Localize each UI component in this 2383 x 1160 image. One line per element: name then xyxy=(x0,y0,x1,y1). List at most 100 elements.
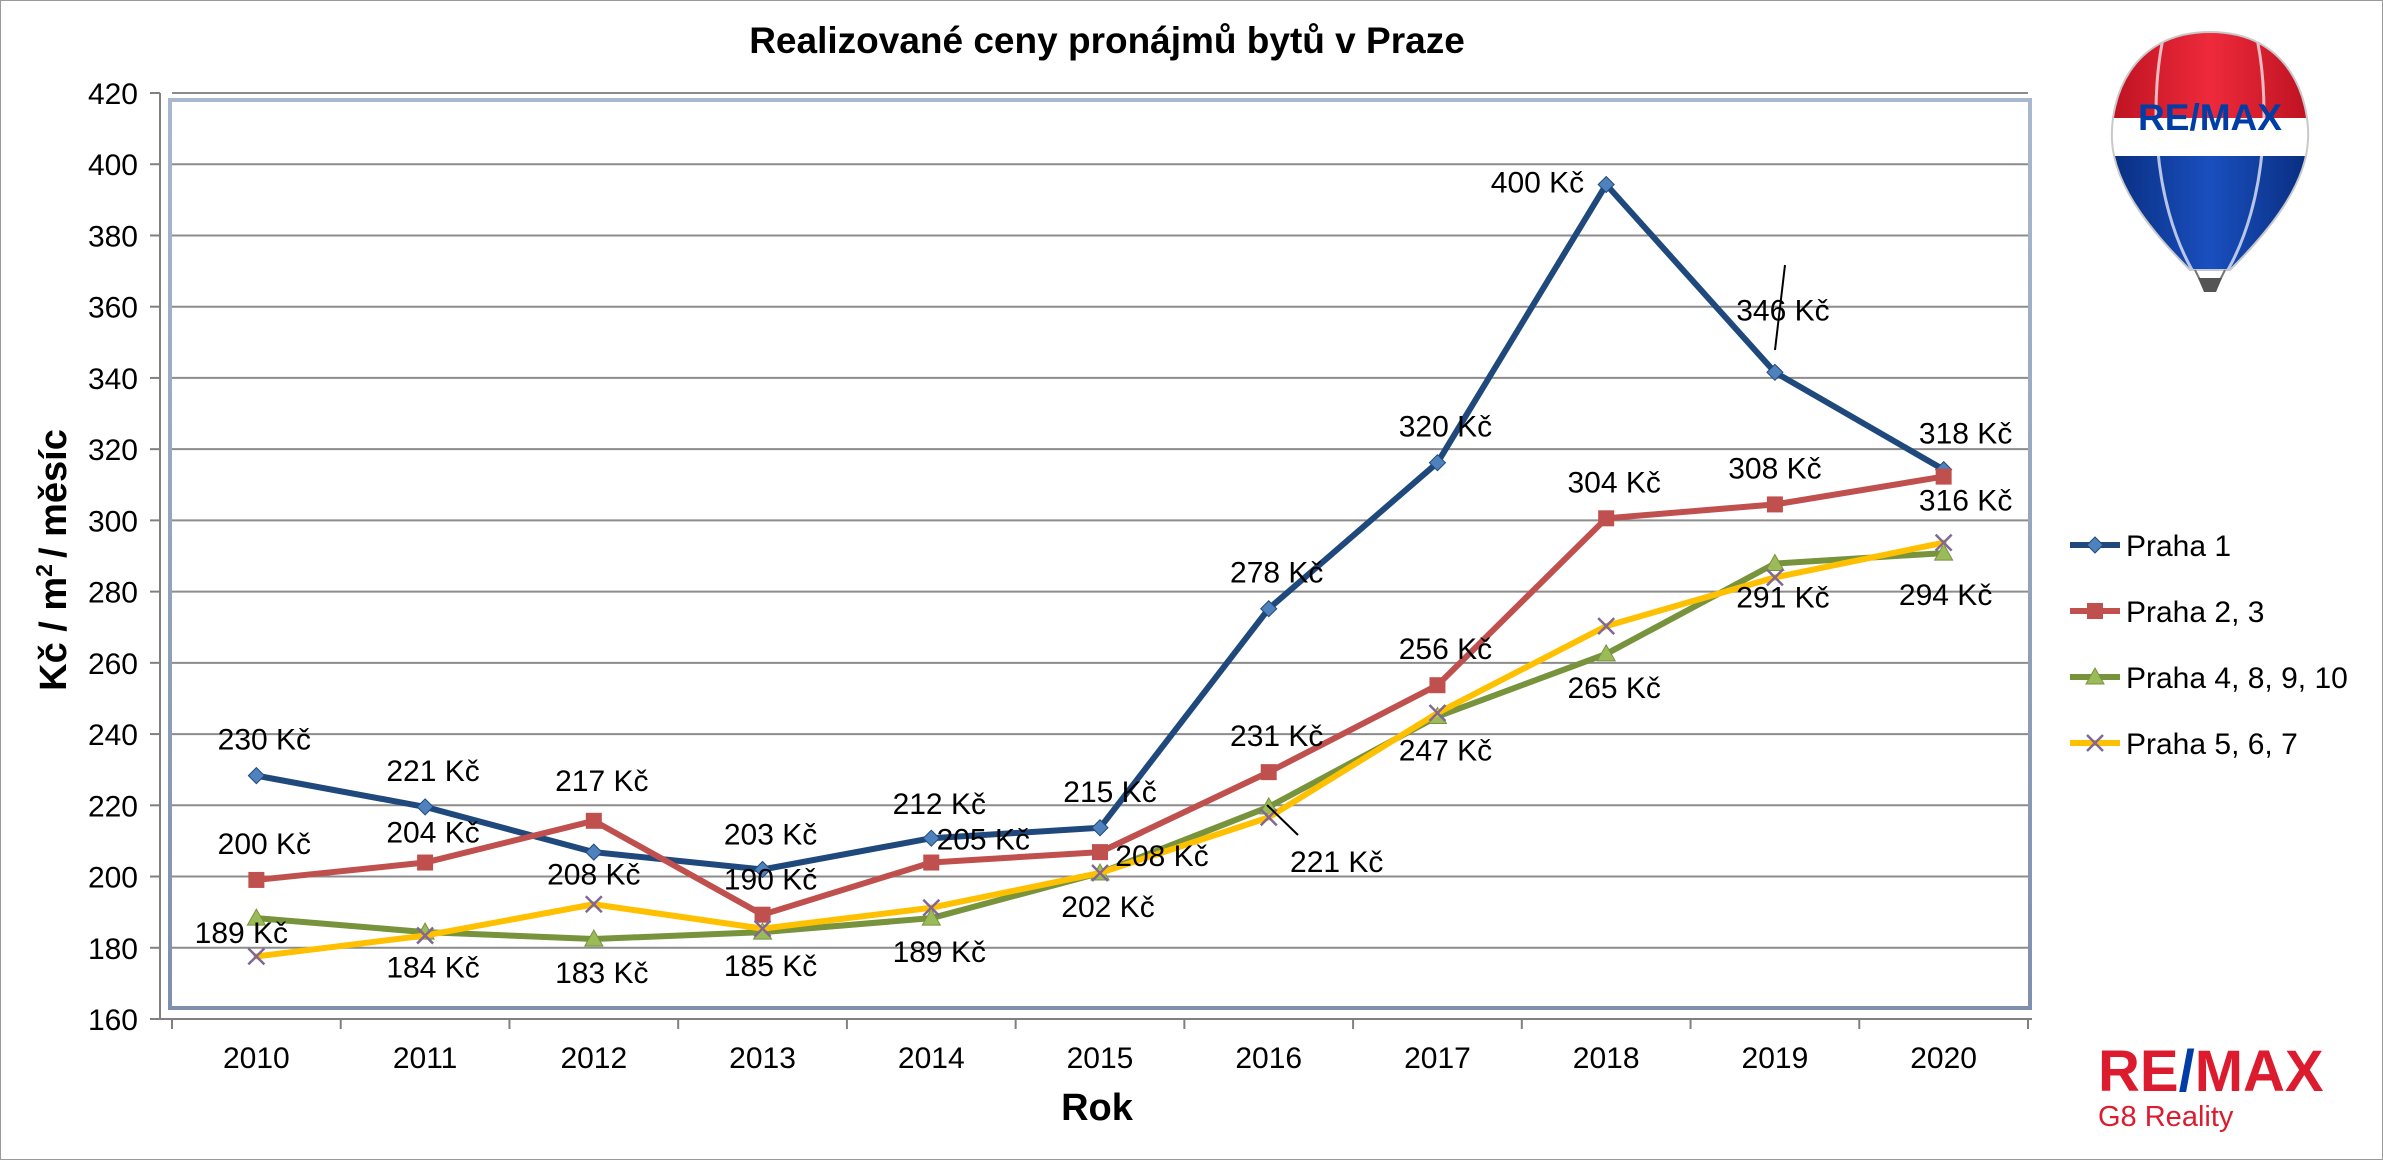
data-label: 208 Kč xyxy=(547,858,640,891)
y-axis-title: Kč / m2/ měsíc xyxy=(31,429,75,691)
data-point-x xyxy=(416,926,434,945)
y-tick-label: 340 xyxy=(88,363,138,396)
brand-signature: RE/MAX G8 Reality xyxy=(2098,1039,2324,1133)
data-label: 291 Kč xyxy=(1736,582,1829,615)
chart-title: Realizované ceny pronájmů bytů v Praze xyxy=(749,20,1465,61)
data-point-square xyxy=(754,906,771,923)
data-label: 247 Kč xyxy=(1399,735,1492,768)
x-tick-label: 2016 xyxy=(1235,1042,1302,1075)
data-label: 215 Kč xyxy=(1063,776,1156,809)
data-label: 189 Kč xyxy=(893,936,986,969)
y-tick-label: 240 xyxy=(88,719,138,752)
data-point-square xyxy=(417,854,434,871)
data-label: 200 Kč xyxy=(218,828,311,861)
data-label: 205 Kč xyxy=(937,824,1030,857)
data-point-square xyxy=(1598,510,1615,527)
data-point-square xyxy=(248,871,265,888)
data-point-square xyxy=(1429,677,1446,694)
data-point-diamond xyxy=(1260,600,1278,618)
data-point-square xyxy=(923,854,940,871)
x-tick-label: 2017 xyxy=(1404,1042,1471,1075)
y-tick-label: 260 xyxy=(88,648,138,681)
data-label: 346 Kč xyxy=(1736,294,1829,327)
y-tick-label: 200 xyxy=(88,862,138,895)
data-point-triangle xyxy=(1765,553,1785,572)
data-label: 308 Kč xyxy=(1728,452,1821,485)
series xyxy=(246,175,1954,966)
data-label: 221 Kč xyxy=(1290,846,1383,879)
data-label: 278 Kč xyxy=(1230,557,1323,590)
data-point-diamond xyxy=(1597,175,1615,194)
data-point-diamond xyxy=(416,798,434,816)
y-tick-label: 380 xyxy=(88,220,138,253)
data-label: 231 Kč xyxy=(1230,720,1323,753)
y-tick-label: 420 xyxy=(88,78,138,111)
data-point-triangle xyxy=(921,908,942,926)
data-label: 316 Kč xyxy=(1919,485,2012,518)
data-label: 294 Kč xyxy=(1899,579,1992,612)
data-label: 221 Kč xyxy=(386,755,479,788)
legend-label: Praha 4, 8, 9, 10 xyxy=(2126,662,2348,695)
balloon-basket xyxy=(2198,278,2222,292)
y-tick-label: 400 xyxy=(88,149,138,182)
gridlines xyxy=(172,92,2028,949)
data-label: 208 Kč xyxy=(1115,840,1208,873)
x-tick-label: 2010 xyxy=(223,1042,290,1075)
legend-entry: Praha 1 xyxy=(2070,530,2231,563)
data-point-diamond xyxy=(922,829,940,847)
series-praha-5-6-7 xyxy=(247,533,1953,966)
data-label: 230 Kč xyxy=(218,724,311,757)
remax-balloon-logo: RE/MAX xyxy=(2110,30,2310,292)
data-point-triangle xyxy=(2085,666,2105,685)
data-label: 212 Kč xyxy=(893,788,986,821)
leader-line xyxy=(1774,264,1786,351)
data-point-x xyxy=(1428,704,1447,722)
balloon-text: RE/MAX xyxy=(2138,97,2282,138)
data-point-square xyxy=(1935,468,1952,485)
data-point-triangle xyxy=(1596,643,1617,662)
data-label: 320 Kč xyxy=(1399,411,1492,444)
data-point-square xyxy=(1092,844,1108,861)
data-point-diamond xyxy=(1428,453,1447,472)
legend-entry: Praha 2, 3 xyxy=(2070,596,2264,629)
legend: Praha 1 Praha 2, 3 Praha 4, 8, 9, 10 Praha … xyxy=(2070,530,2348,761)
data-point-square xyxy=(1260,764,1277,781)
legend-label: Praha 1 xyxy=(2126,530,2231,563)
x-tick-label: 2014 xyxy=(898,1042,965,1075)
data-label: 318 Kč xyxy=(1919,418,2012,451)
x-axis-title: Rok xyxy=(1061,1087,1134,1129)
y-tick-label: 220 xyxy=(88,790,138,823)
x-tick-label: 2018 xyxy=(1573,1042,1640,1075)
series-praha-2-3 xyxy=(248,468,1952,923)
y-tick-label: 300 xyxy=(88,505,138,538)
data-label: 256 Kč xyxy=(1399,633,1492,666)
y-tick-label: 320 xyxy=(88,434,138,467)
brand-office: G8 Reality xyxy=(2098,1101,2234,1133)
data-point-x xyxy=(1766,568,1784,587)
data-point-triangle xyxy=(1933,543,1954,561)
x-tick-label: 2013 xyxy=(729,1042,796,1075)
data-point-square xyxy=(1766,496,1783,513)
data-label: 217 Kč xyxy=(555,765,648,798)
data-labels: 230 Kč 221 Kč 203 Kč 212 Kč 215 Kč 278 Kč 320 … xyxy=(195,167,2013,990)
data-point-square xyxy=(585,812,602,829)
data-label: 204 Kč xyxy=(386,817,479,850)
data-point-diamond xyxy=(585,843,603,861)
data-point-x xyxy=(922,898,941,917)
data-point-diamond xyxy=(753,860,772,879)
data-point-x xyxy=(1091,864,1109,882)
data-label: 304 Kč xyxy=(1567,466,1660,499)
x-tick-label: 2015 xyxy=(1067,1042,1134,1075)
data-label: 400 Kč xyxy=(1491,167,1584,200)
y-tick-label: 360 xyxy=(88,292,138,325)
data-point-x xyxy=(2086,734,2104,752)
data-label: 189 Kč xyxy=(195,917,288,950)
data-point-diamond xyxy=(1091,819,1109,837)
data-point-x xyxy=(1934,533,1953,552)
data-point-x xyxy=(753,919,772,938)
data-label: 203 Kč xyxy=(724,818,817,851)
x-tick-label: 2011 xyxy=(393,1042,458,1075)
data-label: 184 Kč xyxy=(386,952,479,985)
data-point-triangle xyxy=(246,908,267,926)
